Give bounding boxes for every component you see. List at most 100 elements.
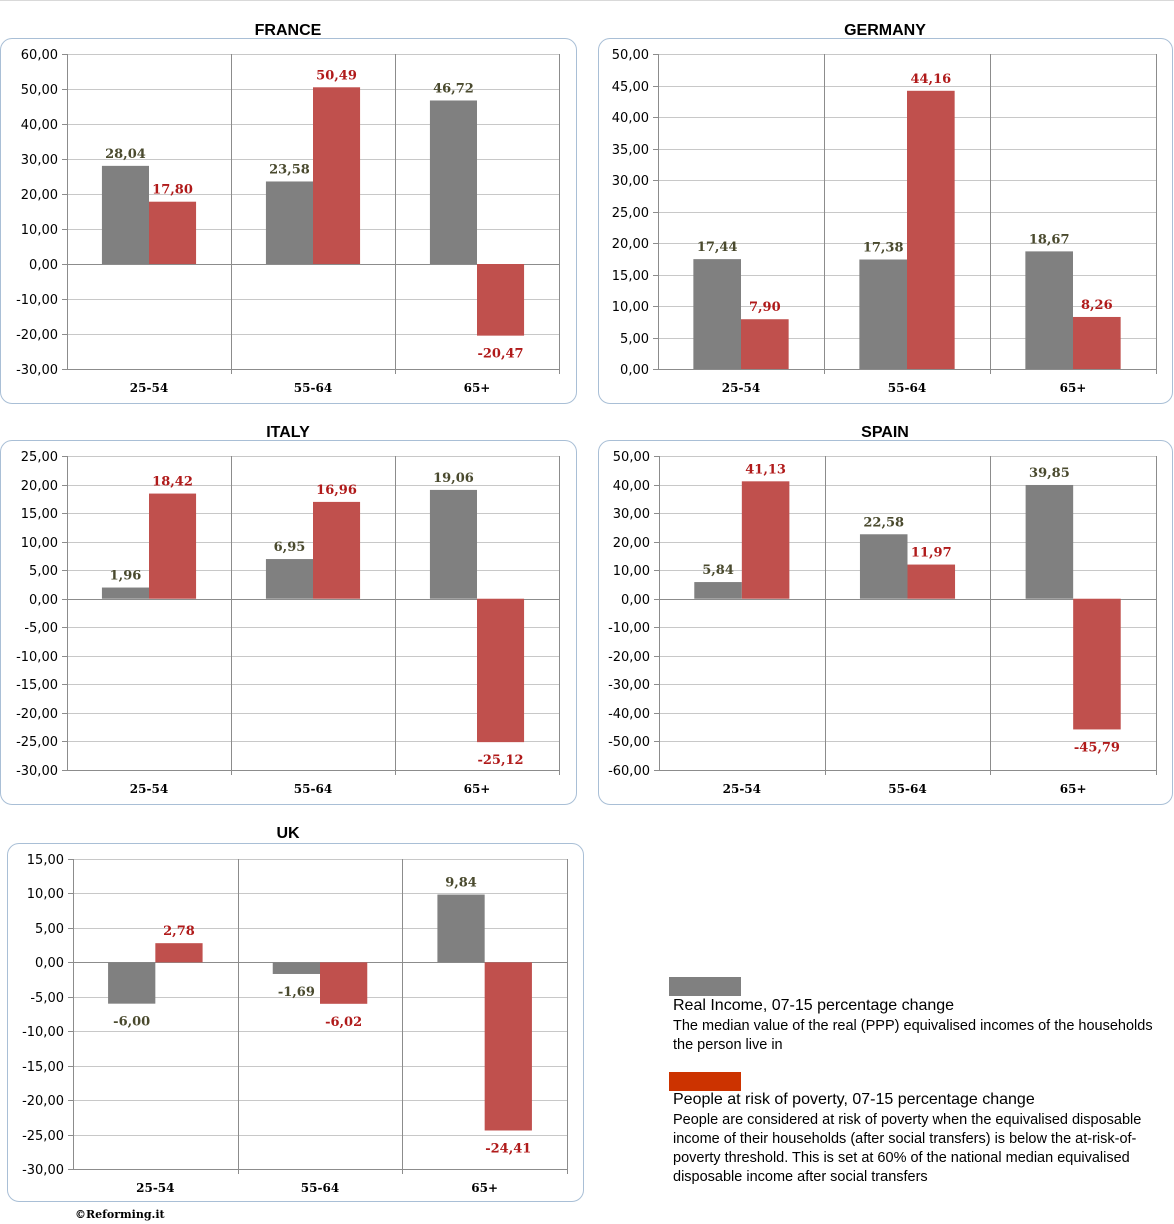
legend-desc-line: the person live in <box>673 1037 783 1053</box>
y-tick-label-spain: 10,00 <box>613 564 650 579</box>
legend-swatch-poverty <box>669 1072 741 1091</box>
x-tick-label-france: 25-54 <box>130 381 168 395</box>
legend-title-poverty: People at risk of poverty, 07-15 percent… <box>673 1091 1035 1108</box>
legend-desc-line: People are considered at risk of poverty… <box>673 1112 1142 1128</box>
data-label-real-income-germany: 17,38 <box>863 241 904 256</box>
bar-poverty-spain <box>907 564 956 599</box>
y-tick-label-italy: 25,00 <box>21 450 58 465</box>
bar-poverty-uk <box>155 943 203 963</box>
y-tick-label-france: 60,00 <box>21 48 58 63</box>
data-label-poverty-spain: -45,79 <box>1074 740 1120 755</box>
chart-title-germany: GERMANY <box>844 22 926 39</box>
data-label-real-income-italy: 1,96 <box>110 569 142 584</box>
y-tick-label-germany: 35,00 <box>612 143 649 158</box>
y-tick-label-italy: 20,00 <box>21 479 58 494</box>
y-tick-label-uk: -20,00 <box>22 1094 64 1109</box>
y-tick-label-germany: 25,00 <box>612 206 649 221</box>
y-tick-label-italy: 0,00 <box>29 593 58 608</box>
y-tick-label-uk: -30,00 <box>22 1163 64 1178</box>
chart-title-italy: ITALY <box>266 424 310 441</box>
y-tick-label-france: -20,00 <box>16 328 58 343</box>
y-tick-label-france: 50,00 <box>21 83 58 98</box>
x-tick-label-france: 55-64 <box>294 381 332 395</box>
data-label-poverty-uk: -24,41 <box>485 1141 531 1156</box>
y-tick-label-italy: -5,00 <box>24 621 58 636</box>
data-label-poverty-uk: -6,02 <box>325 1015 362 1030</box>
y-tick-label-italy: -15,00 <box>16 678 58 693</box>
bar-poverty-uk <box>320 962 368 1004</box>
bar-real-income-germany <box>693 259 741 369</box>
bar-real-income-italy <box>429 489 477 599</box>
x-tick-label-france: 65+ <box>464 381 491 395</box>
y-tick-label-spain: 0,00 <box>621 593 650 608</box>
y-tick-label-spain: -60,00 <box>608 764 650 779</box>
legend-desc-line: disposable income after social transfers <box>673 1169 928 1185</box>
data-label-poverty-italy: 18,42 <box>152 475 193 490</box>
legend-title-real-income: Real Income, 07-15 percentage change <box>673 997 955 1014</box>
y-tick-label-italy: 15,00 <box>21 507 58 522</box>
bar-poverty-france <box>149 201 197 264</box>
data-label-poverty-germany: 44,16 <box>910 72 951 87</box>
y-tick-label-italy: -30,00 <box>16 764 58 779</box>
data-label-real-income-germany: 18,67 <box>1029 232 1070 247</box>
y-tick-label-spain: -20,00 <box>608 650 650 665</box>
y-tick-label-germany: 15,00 <box>612 269 649 284</box>
data-label-real-income-germany: 17,44 <box>697 240 738 255</box>
bar-real-income-uk <box>272 962 320 974</box>
x-tick-label-spain: 55-64 <box>888 782 926 796</box>
chart-title-spain: SPAIN <box>861 424 909 441</box>
data-label-real-income-uk: -1,69 <box>278 985 315 1000</box>
data-label-poverty-france: 50,49 <box>316 68 357 83</box>
bar-real-income-germany <box>1025 251 1073 369</box>
y-tick-label-uk: -15,00 <box>22 1060 64 1075</box>
y-tick-label-uk: 10,00 <box>27 887 64 902</box>
x-tick-label-italy: 55-64 <box>294 782 332 796</box>
legend-desc-real-income: The median value of the real (PPP) equiv… <box>673 1017 1153 1055</box>
y-tick-label-italy: 5,00 <box>29 564 58 579</box>
x-tick-label-spain: 25-54 <box>723 782 761 796</box>
y-tick-label-france: 20,00 <box>21 188 58 203</box>
bar-poverty-uk <box>484 962 532 1131</box>
chart-title-uk: UK <box>276 825 300 842</box>
y-tick-label-germany: 0,00 <box>620 363 649 378</box>
y-tick-label-spain: 40,00 <box>613 479 650 494</box>
y-tick-label-france: -30,00 <box>16 363 58 378</box>
x-tick-label-uk: 55-64 <box>301 1181 339 1195</box>
data-label-poverty-italy: -25,12 <box>477 753 523 768</box>
bar-poverty-france <box>477 264 525 336</box>
y-tick-label-uk: 15,00 <box>27 853 64 868</box>
y-tick-label-germany: 10,00 <box>612 300 649 315</box>
bar-poverty-italy <box>149 493 197 599</box>
bar-real-income-italy <box>101 587 149 599</box>
chart-title-france: FRANCE <box>254 22 322 39</box>
y-tick-label-france: -10,00 <box>16 293 58 308</box>
y-tick-label-italy: 10,00 <box>21 536 58 551</box>
legend-desc-poverty: People are considered at risk of poverty… <box>673 1111 1141 1187</box>
y-tick-label-germany: 45,00 <box>612 80 649 95</box>
y-tick-label-germany: 30,00 <box>612 174 649 189</box>
data-label-poverty-germany: 8,26 <box>1081 298 1113 313</box>
x-tick-label-italy: 25-54 <box>130 782 168 796</box>
bar-poverty-france <box>313 87 361 264</box>
bar-real-income-spain <box>1025 484 1074 599</box>
bar-real-income-uk <box>108 962 156 1004</box>
x-tick-label-germany: 55-64 <box>888 381 926 395</box>
data-label-real-income-italy: 6,95 <box>274 540 306 555</box>
y-tick-label-uk: 0,00 <box>35 956 64 971</box>
y-tick-label-uk: -25,00 <box>22 1129 64 1144</box>
bar-poverty-italy <box>313 501 361 599</box>
x-tick-label-uk: 25-54 <box>136 1181 174 1195</box>
bar-poverty-germany <box>1073 316 1121 369</box>
page-top-border <box>0 0 1174 1</box>
y-tick-label-germany: 5,00 <box>620 332 649 347</box>
credit-text: ©Reforming.it <box>75 1208 165 1221</box>
y-tick-label-spain: 50,00 <box>613 450 650 465</box>
x-tick-label-germany: 25-54 <box>722 381 760 395</box>
y-tick-label-spain: 20,00 <box>613 536 650 551</box>
data-label-real-income-spain: 22,58 <box>863 515 904 530</box>
data-label-poverty-spain: 11,97 <box>911 546 952 561</box>
y-tick-label-italy: -20,00 <box>16 707 58 722</box>
y-tick-label-uk: 5,00 <box>35 922 64 937</box>
bar-real-income-italy <box>265 559 313 599</box>
